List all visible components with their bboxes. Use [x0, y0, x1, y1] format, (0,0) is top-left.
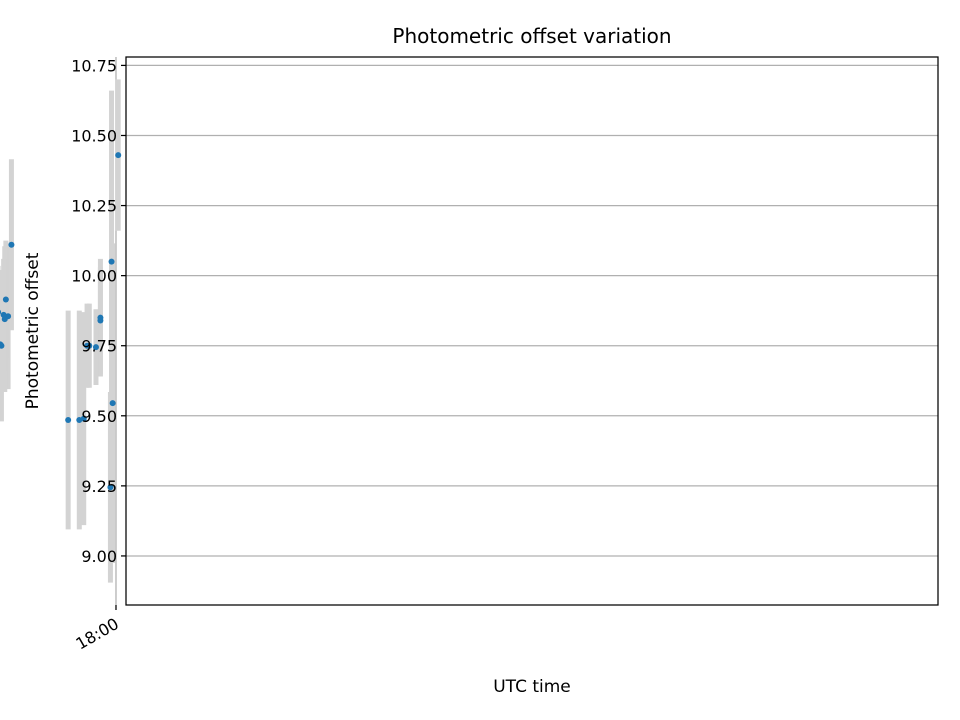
data-point	[76, 416, 83, 423]
data-point	[97, 317, 104, 324]
data-point	[0, 311, 7, 318]
grid	[115, 57, 938, 605]
data-points	[0, 152, 122, 491]
x-axis-label: UTC time	[493, 677, 571, 697]
data-point	[0, 341, 4, 348]
data-point	[84, 342, 91, 349]
y-tick-label: 9.00	[81, 547, 117, 566]
y-tick-label: 10.50	[71, 126, 117, 145]
y-tick-label: 10.00	[71, 267, 117, 286]
y-tick-label: 10.75	[71, 56, 117, 75]
data-point	[108, 258, 115, 265]
data-point	[92, 344, 99, 351]
y-tick-label: 9.50	[81, 407, 117, 426]
data-point	[0, 309, 2, 315]
data-point	[8, 241, 15, 248]
data-point	[2, 296, 9, 303]
y-tick-label: 10.25	[71, 197, 117, 216]
data-point	[107, 484, 114, 491]
data-point	[109, 400, 116, 407]
data-point	[65, 416, 72, 423]
plot-frame	[125, 56, 939, 606]
y-tick-label: 9.75	[81, 337, 117, 356]
chart-title: Photometric offset variation	[392, 24, 671, 48]
y-axis-label: Photometric offset	[23, 252, 43, 409]
data-point	[115, 152, 122, 159]
y-tick-label: 9.25	[81, 477, 117, 496]
